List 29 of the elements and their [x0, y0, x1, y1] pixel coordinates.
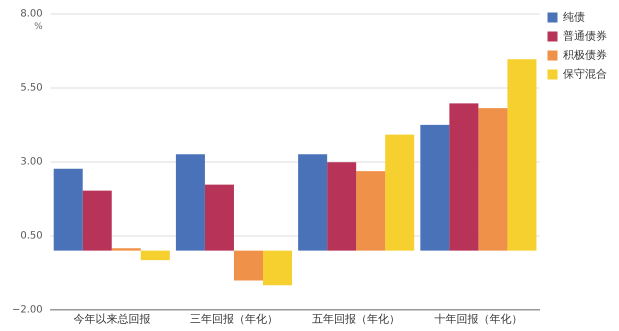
legend-label: 保守混合: [563, 67, 607, 80]
x-tick-label: 三年回报（年化）: [190, 312, 278, 326]
x-tick-label: 今年以来总回报: [73, 312, 150, 326]
bar: [327, 162, 356, 251]
y-tick-label: 3.00: [20, 156, 43, 168]
bar: [262, 250, 292, 286]
legend-label: 纯债: [563, 10, 585, 24]
bar: [507, 59, 536, 251]
bar: [478, 108, 508, 251]
bar: [385, 134, 414, 251]
bar: [140, 250, 170, 260]
bar: [234, 250, 263, 281]
x-tick-label: 十年回报（年化）: [434, 312, 522, 326]
y-tick-label: 0.50: [20, 230, 43, 242]
bar: [204, 184, 234, 251]
y-tick-label: −2.00: [12, 304, 43, 316]
y-axis-title: %: [34, 22, 44, 32]
bar: [449, 103, 478, 251]
legend-label: 积极债券: [563, 48, 607, 62]
bar: [176, 154, 205, 251]
x-tick-label: 五年回报（年化）: [312, 312, 400, 326]
bar: [356, 171, 386, 251]
y-tick-label: 5.50: [20, 82, 43, 94]
bar: [54, 168, 83, 251]
bar: [420, 124, 450, 251]
legend-label: 普通债券: [563, 29, 607, 42]
y-tick-label: 8.00: [20, 8, 43, 20]
bar: [298, 154, 328, 251]
bar: [82, 190, 112, 251]
